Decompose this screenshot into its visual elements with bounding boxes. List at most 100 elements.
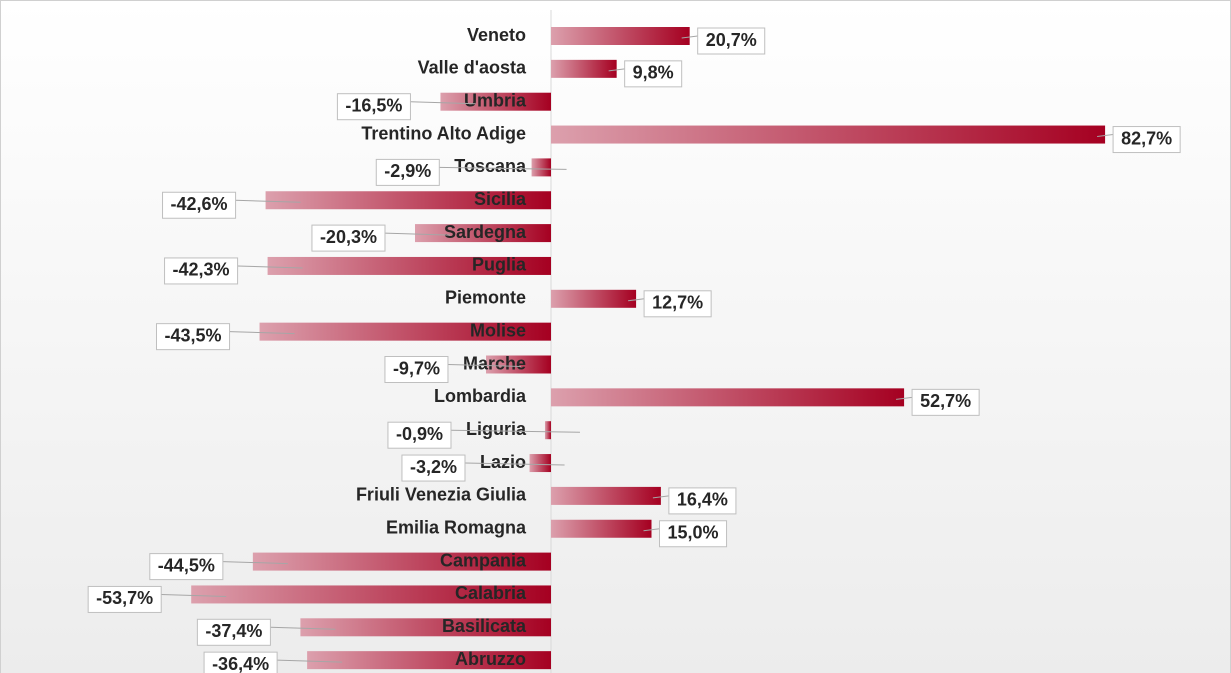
label-box xyxy=(643,290,712,318)
category-label: Liguria xyxy=(466,419,527,439)
leader-line xyxy=(643,528,660,532)
category-label: Umbria xyxy=(464,90,527,110)
label-box xyxy=(659,520,728,548)
bar xyxy=(267,256,551,275)
data-label-text: -37,4% xyxy=(205,621,262,641)
bar xyxy=(529,454,551,473)
leader-line xyxy=(628,298,645,302)
label-box xyxy=(164,257,239,285)
leader-line xyxy=(161,593,227,597)
data-label-text: -44,5% xyxy=(158,555,215,575)
bar xyxy=(440,92,551,111)
leader-line xyxy=(681,35,698,39)
bar xyxy=(551,59,617,78)
data-label-text: -3,2% xyxy=(410,457,457,477)
category-label: Basilicata xyxy=(442,616,527,636)
label-box xyxy=(1112,126,1181,154)
leader-line xyxy=(1097,134,1114,138)
label-box xyxy=(697,27,766,55)
leader-line xyxy=(464,462,565,466)
bar xyxy=(414,224,551,243)
bar xyxy=(551,125,1106,144)
leader-line xyxy=(384,232,451,236)
leader-line xyxy=(229,331,295,335)
data-label-text: 52,7% xyxy=(920,391,971,411)
leader-line xyxy=(410,101,476,105)
data-label-text: -36,4% xyxy=(212,654,269,673)
leader-line xyxy=(450,429,580,433)
data-label-text: -9,7% xyxy=(393,358,440,378)
category-label: Trentino Alto Adige xyxy=(361,123,526,143)
leader-line xyxy=(439,166,567,170)
label-box xyxy=(156,323,231,351)
category-label: Calabria xyxy=(455,583,527,603)
category-label: Molise xyxy=(470,320,526,340)
category-label: Valle d'aosta xyxy=(418,58,527,78)
category-label: Lombardia xyxy=(434,386,527,406)
bar xyxy=(265,191,551,210)
leader-line xyxy=(222,561,288,565)
label-box xyxy=(401,454,466,482)
category-label: Lazio xyxy=(480,452,526,472)
label-box xyxy=(668,487,737,515)
data-label-text: 15,0% xyxy=(668,523,719,543)
category-label: Piemonte xyxy=(445,288,526,308)
leader-line xyxy=(447,364,522,367)
label-box xyxy=(87,585,162,613)
bar xyxy=(551,388,905,407)
bar xyxy=(551,486,661,505)
data-label-text: -16,5% xyxy=(345,95,402,115)
data-label-text: -43,5% xyxy=(165,325,222,345)
label-box xyxy=(624,60,683,88)
bar xyxy=(551,27,690,45)
data-label-text: 82,7% xyxy=(1121,128,1172,148)
data-label-text: 20,7% xyxy=(706,30,757,50)
label-box xyxy=(149,553,224,581)
data-label-text: -42,3% xyxy=(173,260,230,280)
category-label: Campania xyxy=(440,550,527,570)
bar xyxy=(300,618,551,637)
label-box xyxy=(336,93,411,121)
leader-line xyxy=(235,199,301,203)
data-label-text: -2,9% xyxy=(384,161,431,181)
category-label: Friuli Venezia Giulia xyxy=(356,485,527,505)
label-box xyxy=(311,224,386,252)
label-box xyxy=(162,191,237,219)
bar xyxy=(544,421,551,440)
category-label: Marche xyxy=(463,353,526,373)
bar xyxy=(252,552,551,571)
label-box xyxy=(387,421,452,449)
label-box xyxy=(911,388,980,416)
label-box xyxy=(384,356,449,383)
leader-line xyxy=(237,265,303,269)
leader-line xyxy=(896,396,913,400)
data-label-text: -20,3% xyxy=(320,227,377,247)
category-label: Puglia xyxy=(472,255,527,275)
bar xyxy=(531,158,551,177)
data-label-text: 9,8% xyxy=(633,63,674,83)
bar xyxy=(486,355,551,374)
label-box xyxy=(375,158,440,186)
bar xyxy=(307,651,551,670)
data-label-text: -53,7% xyxy=(96,588,153,608)
leader-line xyxy=(270,626,336,630)
bar xyxy=(551,519,652,538)
leader-line xyxy=(652,495,669,499)
leader-line xyxy=(608,68,625,72)
data-label-text: 12,7% xyxy=(652,293,703,313)
category-label: Veneto xyxy=(467,25,526,45)
category-label: Emilia Romagna xyxy=(386,518,527,538)
bar xyxy=(551,289,637,308)
category-label: Sicilia xyxy=(474,189,527,209)
data-label-text: -42,6% xyxy=(171,194,228,214)
category-label: Abruzzo xyxy=(455,649,526,669)
bar xyxy=(191,585,551,604)
label-box xyxy=(203,651,278,673)
category-label: Sardegna xyxy=(444,222,527,242)
label-box xyxy=(196,618,271,646)
data-label-text: 16,4% xyxy=(677,490,728,510)
bar xyxy=(259,322,551,341)
category-label: Toscana xyxy=(454,156,527,176)
data-label-text: -0,9% xyxy=(396,424,443,444)
